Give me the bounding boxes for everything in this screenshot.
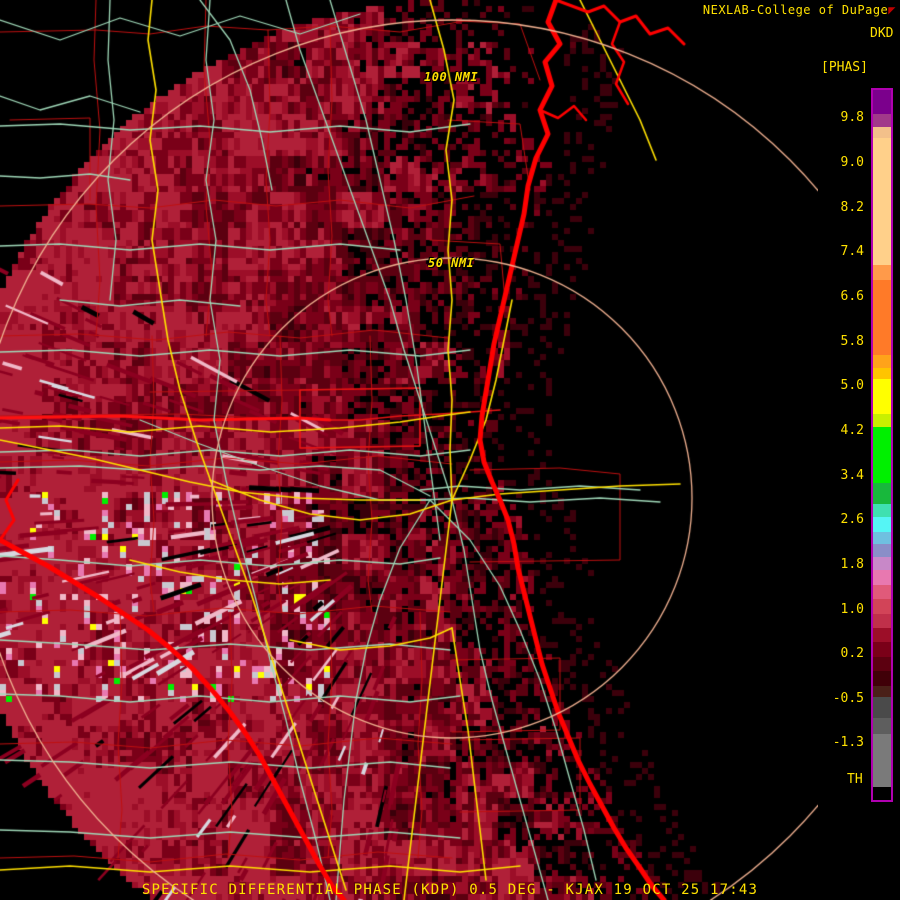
radar-reflectivity-canvas[interactable]	[0, 0, 818, 900]
colorbar-tick-label: 1.0	[840, 601, 864, 617]
colorbar-band	[873, 656, 891, 672]
range-ring-label-100nmi: 100 NMI	[424, 70, 479, 84]
colorbar-tick-label: -1.3	[832, 735, 864, 751]
colorbar-bottom-tag: TH	[847, 772, 863, 787]
branding-logo-icon: ◤	[888, 3, 896, 17]
colorbar-band	[873, 126, 891, 139]
colorbar-band	[873, 355, 891, 368]
colorbar-band	[873, 717, 891, 734]
status-bar-text: SPECIFIC DIFFERENTIAL PHASE (KDP) 0.5 DE…	[141, 882, 759, 898]
colorbar-band	[873, 517, 891, 532]
colorbar-band	[873, 427, 891, 484]
colorbar-band	[873, 786, 891, 800]
colorbar-tick-label: -0.5	[832, 690, 864, 706]
colorbar-band	[873, 627, 891, 643]
colorbar-unit-label: [PHAS]	[821, 60, 868, 75]
colorbar-gradient	[873, 90, 891, 800]
colorbar-band	[873, 557, 891, 571]
colorbar-scale[interactable]	[871, 88, 893, 802]
colorbar-band	[873, 138, 891, 266]
colorbar-band	[873, 613, 891, 628]
colorbar-tick-label: 8.2	[840, 199, 864, 215]
colorbar-tick-label: 7.4	[840, 244, 864, 260]
colorbar-band	[873, 90, 891, 115]
branding-watermark: NEXLAB-College of DuPage◤	[703, 3, 896, 17]
colorbar-band	[873, 733, 891, 787]
colorbar-band	[873, 570, 891, 585]
colorbar-band	[873, 671, 891, 686]
colorbar-tick-label: 5.0	[840, 378, 864, 394]
colorbar-band	[873, 504, 891, 518]
colorbar-tick-label: 3.4	[840, 467, 864, 483]
colorbar-band	[873, 685, 891, 698]
colorbar-tick-label: 1.8	[840, 556, 864, 572]
colorbar-band	[873, 279, 891, 355]
colorbar-band	[873, 414, 891, 428]
colorbar-tick-label: 9.0	[840, 154, 864, 170]
colorbar-tick-label: 4.2	[840, 422, 864, 438]
colorbar-product-code: DKD	[870, 26, 894, 41]
colorbar-tick-label: 2.6	[840, 512, 864, 528]
colorbar-band	[873, 544, 891, 558]
radar-image-panel[interactable]: 100 NMI 50 NMI	[0, 0, 818, 900]
colorbar-band	[873, 599, 891, 614]
colorbar-tick-label: 0.2	[840, 646, 864, 662]
colorbar-band	[873, 697, 891, 718]
colorbar-band	[873, 531, 891, 545]
range-ring-label-50nmi: 50 NMI	[428, 256, 475, 270]
colorbar-panel: DKD [PHAS] 9.8 9.0 8.2 7.4 6.6 5.8 5.0 4.2 3.4 2.…	[818, 0, 900, 900]
colorbar-band	[873, 483, 891, 505]
colorbar-band	[873, 265, 891, 280]
colorbar-tick-label: 6.6	[840, 288, 864, 304]
colorbar-band	[873, 379, 891, 415]
colorbar-band	[873, 584, 891, 600]
branding-text: NEXLAB-College of DuPage	[702, 3, 889, 17]
colorbar-band	[873, 367, 891, 380]
colorbar-band	[873, 114, 891, 127]
colorbar-tick-label: 5.8	[840, 333, 864, 349]
colorbar-tick-label: 9.8	[840, 110, 864, 126]
colorbar-band	[873, 642, 891, 657]
